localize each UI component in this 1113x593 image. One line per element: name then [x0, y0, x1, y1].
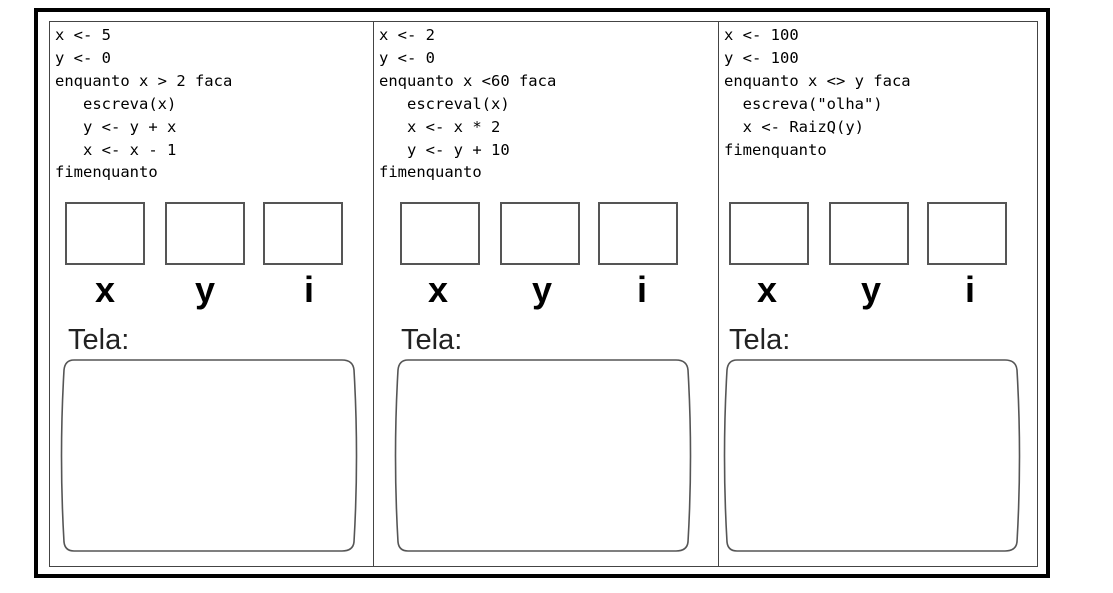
variable-box-i[interactable]: [263, 202, 343, 265]
code-line: y <- 0: [379, 48, 435, 67]
variable-label-i: i: [636, 269, 647, 310]
code-line: x <- x * 2: [379, 117, 501, 136]
screen-outline: [60, 359, 358, 552]
variable-label-x: x: [94, 269, 116, 310]
code-line: fimenquanto: [55, 163, 158, 182]
variable-label-i: i: [964, 269, 975, 310]
variable-label-y: y: [860, 269, 882, 310]
output-label: Tela:: [729, 324, 791, 356]
variable-label-x: x: [427, 269, 449, 310]
code-line: y <- 100: [724, 48, 799, 67]
output-screen[interactable]: [60, 358, 360, 554]
exercise-grid: x <- 5 y <- 0 enquanto x > 2 faca escrev…: [49, 21, 1038, 567]
variable-box-y[interactable]: [165, 202, 245, 265]
code-block: x <- 100 y <- 100 enquanto x <> y faca e…: [724, 24, 911, 161]
code-block: x <- 2 y <- 0 enquanto x <60 faca escrev…: [379, 24, 556, 184]
output-screen[interactable]: [723, 358, 1023, 554]
code-line: x <- 100: [724, 26, 799, 44]
variable-box-y[interactable]: [500, 202, 580, 265]
code-line: enquanto x <> y faca: [724, 71, 911, 90]
code-line: y <- 0: [55, 48, 111, 67]
code-block: x <- 5 y <- 0 enquanto x > 2 faca escrev…: [55, 24, 232, 184]
exercise-panel-2: x <- 2 y <- 0 enquanto x <60 faca escrev…: [374, 22, 719, 566]
code-line: enquanto x <60 faca: [379, 71, 557, 90]
exercise-panel-3: x <- 100 y <- 100 enquanto x <> y faca e…: [719, 22, 1031, 566]
variable-box-i[interactable]: [598, 202, 678, 265]
code-line: y <- y + 10: [379, 140, 510, 159]
exercise-panel-1: x <- 5 y <- 0 enquanto x > 2 faca escrev…: [50, 22, 374, 566]
variable-box-x[interactable]: [65, 202, 145, 265]
variable-box-i[interactable]: [927, 202, 1007, 265]
code-line: escreval(x): [379, 94, 510, 113]
code-line: escreva("olha"): [724, 94, 883, 113]
code-line: y <- y + x: [55, 117, 177, 136]
code-line: x <- 5: [55, 26, 111, 44]
code-line: x <- RaizQ(y): [724, 117, 864, 136]
code-line: escreva(x): [55, 94, 177, 113]
variable-box-y[interactable]: [829, 202, 909, 265]
code-line: x <- 2: [379, 26, 435, 44]
output-screen[interactable]: [394, 358, 694, 554]
output-label: Tela:: [68, 324, 130, 356]
variable-box-x[interactable]: [400, 202, 480, 265]
screen-outline: [394, 359, 692, 552]
variable-box-x[interactable]: [729, 202, 809, 265]
screen-outline: [723, 359, 1021, 552]
variable-label-x: x: [756, 269, 778, 310]
variable-label-y: y: [531, 269, 553, 310]
exercise-frame: x <- 5 y <- 0 enquanto x > 2 faca escrev…: [34, 8, 1050, 578]
code-line: fimenquanto: [724, 140, 827, 159]
variable-label-y: y: [194, 269, 216, 310]
variable-label-i: i: [303, 269, 314, 310]
code-line: fimenquanto: [379, 163, 482, 182]
output-label: Tela:: [401, 324, 463, 356]
code-line: x <- x - 1: [55, 140, 177, 159]
code-line: enquanto x > 2 faca: [55, 71, 233, 90]
